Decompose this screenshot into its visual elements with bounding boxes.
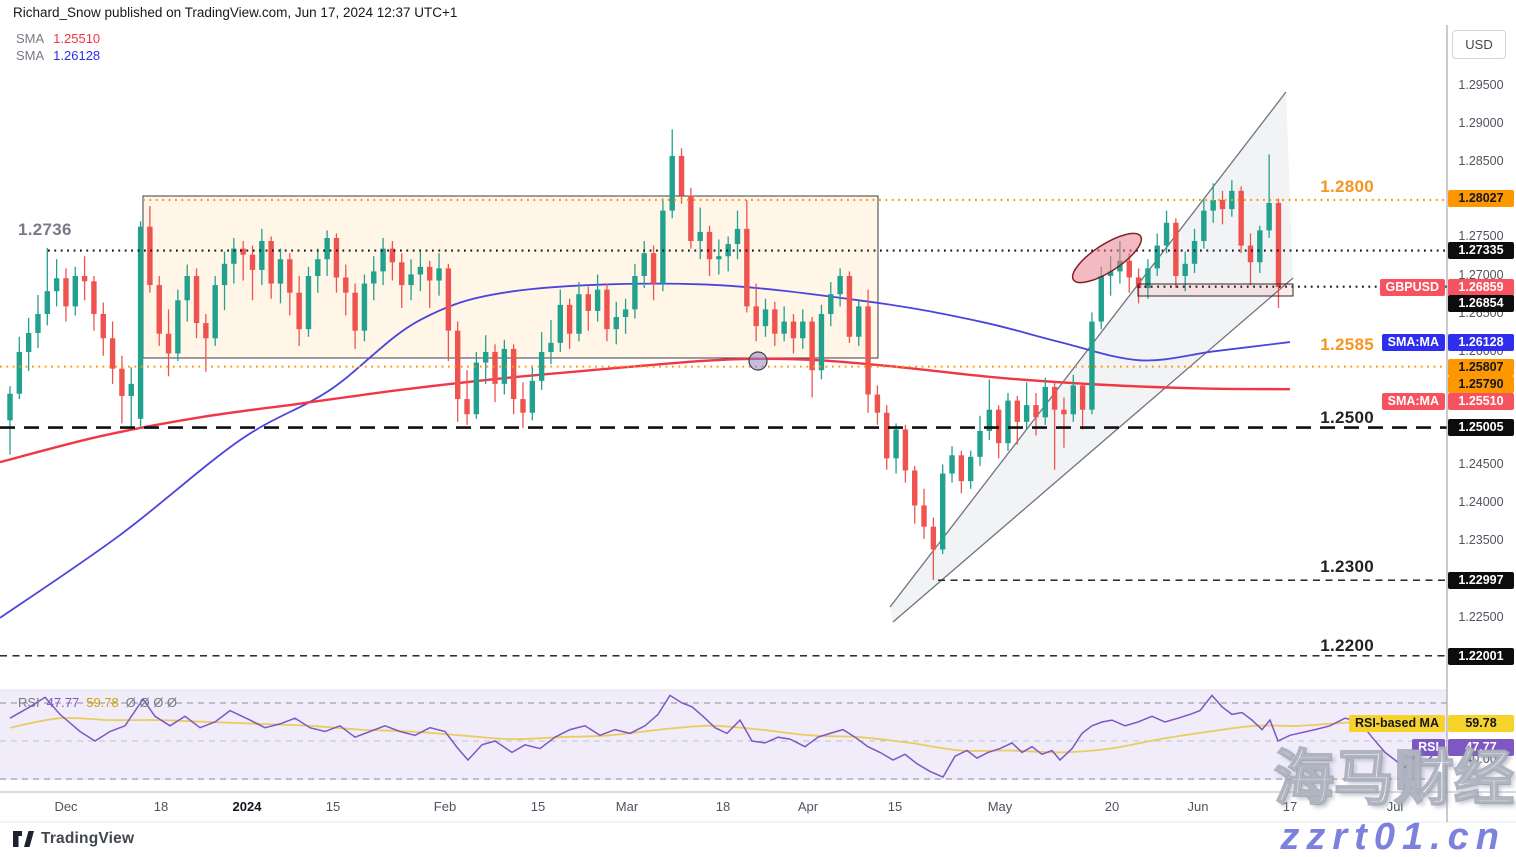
time-axis-label: Mar — [615, 799, 639, 814]
price-scale-badge: 1.28027 — [1448, 189, 1514, 207]
time-axis-label: 15 — [325, 799, 341, 814]
time-axis-label: 17 — [1282, 799, 1298, 814]
series-name-label: GBPUSD — [1379, 278, 1445, 296]
rsi-pane-background — [0, 690, 1447, 780]
range-box — [142, 195, 879, 359]
price-scale-badge: 1.25005 — [1448, 418, 1514, 436]
rsi-legend-label: RSI — [18, 695, 40, 710]
tradingview-logo-icon[interactable] — [13, 829, 34, 849]
price-scale-badge: 59.78 — [1448, 714, 1514, 732]
time-axis-label: 20 — [1104, 799, 1120, 814]
price-scale-badge: 1.22001 — [1448, 647, 1514, 665]
price-level-label: 1.2800 — [1320, 177, 1374, 196]
time-axis-label: Jul — [1386, 799, 1404, 814]
price-scale-tick: 1.29500 — [1458, 78, 1504, 92]
anchor-point-marker — [748, 351, 768, 371]
time-axis-label: May — [987, 799, 1013, 814]
price-scale-badge: 1.26128 — [1448, 333, 1514, 351]
price-scale-badge: 1.25807 — [1448, 358, 1514, 376]
price-scale-tick: 1.24000 — [1458, 495, 1504, 509]
price-scale-tick: 1.29000 — [1458, 116, 1504, 130]
price-level-label: 1.2200 — [1320, 636, 1374, 655]
time-axis-label: Jun — [1187, 799, 1209, 814]
price-scale-tick: 1.22500 — [1458, 610, 1504, 624]
rsi-line — [9, 694, 1444, 779]
sma-legend-value: 1.26128 — [53, 48, 101, 63]
highlight-ellipse — [1071, 232, 1143, 284]
price-level-label: 1.2585 — [1320, 335, 1374, 354]
price-scale-badge: 1.26859 — [1448, 278, 1514, 296]
price-level-label: 1.2500 — [1320, 408, 1374, 427]
time-axis-label: 15 — [530, 799, 546, 814]
channel-lower-line — [892, 277, 1294, 623]
watermark-url: zzrt01.cn — [1280, 816, 1506, 857]
rsi-ma-legend-value: 59.78 — [86, 695, 119, 710]
currency-toggle-button[interactable]: USD — [1452, 30, 1506, 59]
sma-legend-slow[interactable]: SMA 1.26128 — [16, 48, 100, 63]
sma-fast-line — [0, 357, 1291, 464]
time-axis-label: Dec — [54, 799, 78, 814]
publish-byline: Richard_Snow published on TradingView.co… — [13, 5, 458, 20]
consolidation-box — [1137, 283, 1294, 297]
series-name-label: RSI — [1412, 738, 1445, 756]
price-level-label: 1.2736 — [18, 220, 72, 239]
price-scale-tick: 1.27500 — [1458, 229, 1504, 243]
time-axis-label: Apr — [797, 799, 819, 814]
rsi-hidden-params: Ø Ø Ø Ø — [125, 695, 178, 710]
price-scale-badge: 47.77 — [1448, 738, 1514, 756]
footer: TradingView — [13, 829, 134, 849]
time-axis-label: 2024 — [232, 799, 262, 814]
series-name-label: SMA:MA — [1381, 392, 1445, 410]
watermark-cjk: 海马财经 — [1273, 744, 1515, 813]
price-scale-tick: 1.28500 — [1458, 154, 1504, 168]
price-level-label: 1.2300 — [1320, 557, 1374, 576]
sma-legend-label: SMA — [16, 31, 45, 46]
rsi-legend-value: 47.77 — [46, 695, 80, 710]
sma-legend-fast[interactable]: SMA 1.25510 — [16, 31, 100, 46]
price-scale-badge: 1.27335 — [1448, 241, 1514, 259]
sma-legend-label: SMA — [16, 48, 45, 63]
time-axis-label: 18 — [153, 799, 169, 814]
time-axis-label: 18 — [715, 799, 731, 814]
rsi-legend[interactable]: RSI 47.77 59.78 Ø Ø Ø Ø — [18, 695, 184, 710]
price-scale-badge: 1.25510 — [1448, 392, 1514, 410]
price-scale-badge: 1.25790 — [1448, 375, 1514, 393]
series-name-label: SMA:MA — [1381, 333, 1445, 351]
price-scale-badge: 1.22997 — [1448, 571, 1514, 589]
rsi-scale-tick: 40.00 — [1465, 752, 1497, 766]
time-axis-label: Feb — [433, 799, 457, 814]
series-name-label: RSI-based MA — [1348, 714, 1445, 732]
sma-legend-value: 1.25510 — [53, 31, 101, 46]
price-scale-tick: 1.24500 — [1458, 457, 1504, 471]
sma-slow-line — [0, 282, 1291, 619]
time-axis-label: 15 — [887, 799, 903, 814]
tradingview-brand-text[interactable]: TradingView — [41, 830, 135, 847]
price-scale-tick: 1.23500 — [1458, 533, 1504, 547]
price-scale-badge: 1.26854 — [1448, 294, 1514, 312]
